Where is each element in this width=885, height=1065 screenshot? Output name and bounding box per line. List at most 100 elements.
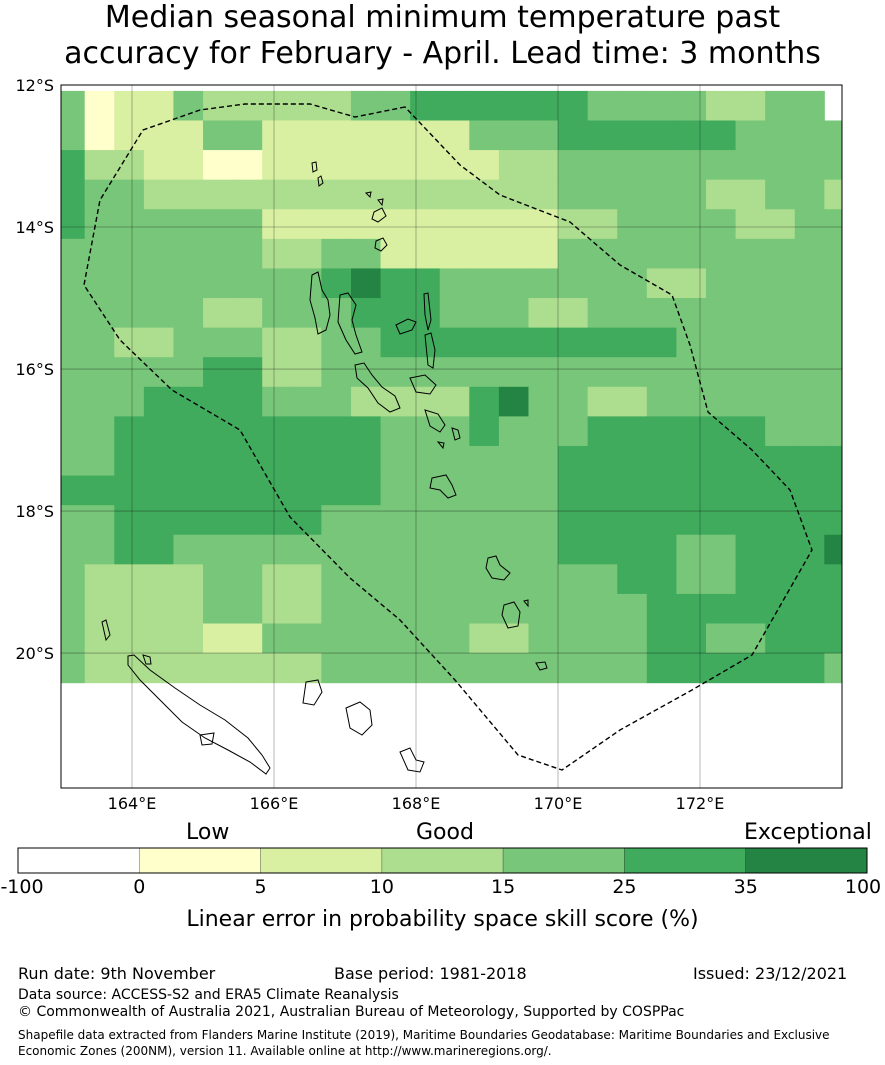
skill-cell <box>705 209 737 240</box>
skill-cell <box>469 357 500 388</box>
skill-cell <box>705 564 737 595</box>
skill-cell <box>676 623 707 654</box>
skill-cell <box>646 357 677 388</box>
skill-cell <box>469 416 500 447</box>
skill-cell <box>794 386 825 417</box>
skill-cell <box>824 475 843 506</box>
skill-cell <box>380 564 411 595</box>
skill-cell <box>765 120 796 151</box>
skill-cell <box>84 534 115 565</box>
skill-cell <box>794 445 825 477</box>
skill-cell <box>587 505 618 536</box>
skill-cell <box>173 564 204 595</box>
skill-cell <box>705 327 737 358</box>
skill-cell <box>262 505 293 536</box>
skill-cell <box>794 90 825 121</box>
longitude-tick-labels: 164°E 166°E 168°E 170°E 172°E <box>108 794 725 813</box>
skill-cell <box>765 179 796 210</box>
skill-cell <box>498 298 529 329</box>
skill-cell <box>676 534 707 565</box>
skill-cell <box>232 90 263 121</box>
colorbar-segment <box>138 847 261 874</box>
skill-cell <box>321 357 352 388</box>
skill-cell <box>824 179 843 210</box>
colorbar-segment <box>624 847 747 874</box>
skill-cell <box>587 120 618 151</box>
skill-cell <box>646 386 677 417</box>
skill-cell <box>291 623 322 654</box>
skill-cell <box>262 209 293 240</box>
skill-cell <box>203 505 234 536</box>
skill-cell <box>114 623 145 654</box>
skill-cell <box>143 505 174 536</box>
skill-cell <box>410 445 441 477</box>
skill-cell <box>173 120 204 151</box>
skill-cell <box>587 268 618 299</box>
skill-cell <box>528 209 559 240</box>
skill-cell <box>84 564 115 595</box>
skill-cell <box>143 90 174 121</box>
skill-cell <box>794 238 825 269</box>
skill-cell <box>350 593 382 625</box>
skill-cell <box>143 475 174 506</box>
skill-cell <box>173 593 204 625</box>
skill-cell <box>439 445 470 477</box>
skill-cell <box>824 505 843 536</box>
skill-cell <box>232 357 263 388</box>
skill-cell <box>173 623 204 654</box>
skill-cell <box>765 653 796 684</box>
chart-title: Median seasonal minimum temperature past… <box>0 0 885 72</box>
skill-cell <box>528 327 559 358</box>
skill-cell <box>291 505 322 536</box>
skill-cell <box>558 593 589 625</box>
skill-cell <box>203 179 234 210</box>
skill-cell <box>794 505 825 536</box>
skill-cell <box>143 268 174 299</box>
skill-cell <box>498 623 529 654</box>
skill-cell <box>587 90 618 121</box>
skill-cell <box>439 179 470 210</box>
skill-cell <box>173 327 204 358</box>
skill-cell <box>232 386 263 417</box>
skill-cell <box>262 238 293 269</box>
skill-cell <box>439 564 470 595</box>
skill-cell <box>617 120 648 151</box>
skill-cell <box>528 653 559 684</box>
skill-cell <box>794 416 825 447</box>
skill-cell <box>439 327 470 358</box>
skill-cell <box>350 475 382 506</box>
skill-cell <box>735 90 766 121</box>
skill-cell <box>735 445 766 477</box>
skill-cell <box>61 150 86 181</box>
skill-cell <box>498 238 529 269</box>
longitude-tick-label: 172°E <box>676 794 725 813</box>
skill-cell <box>705 150 737 181</box>
title-line-1: Median seasonal minimum temperature past <box>104 0 781 35</box>
skill-cell <box>143 623 174 654</box>
skill-cell <box>528 268 559 299</box>
skill-cell <box>676 150 707 181</box>
skill-cell <box>61 593 86 625</box>
skill-cell <box>439 298 470 329</box>
skill-cell <box>617 179 648 210</box>
skill-cell <box>528 238 559 269</box>
category-low-label: Low <box>186 820 230 845</box>
skill-cell <box>350 623 382 654</box>
skill-cell <box>410 534 441 565</box>
skill-cell <box>439 623 470 654</box>
skill-cell <box>676 209 707 240</box>
skill-cell <box>439 209 470 240</box>
skill-cell <box>735 416 766 447</box>
skill-cell <box>262 298 293 329</box>
skill-cell <box>498 653 529 684</box>
skill-cell <box>84 327 115 358</box>
skill-cell <box>765 90 796 121</box>
new-caledonia-islands <box>101 619 425 775</box>
skill-cell <box>410 505 441 536</box>
skill-cell <box>84 653 115 684</box>
skill-cell <box>646 505 677 536</box>
latitude-tick-label: 16°S <box>15 360 54 379</box>
colorbar-tick-label: 10 <box>369 876 394 898</box>
skill-cell <box>676 475 707 506</box>
skill-cell <box>61 238 86 269</box>
